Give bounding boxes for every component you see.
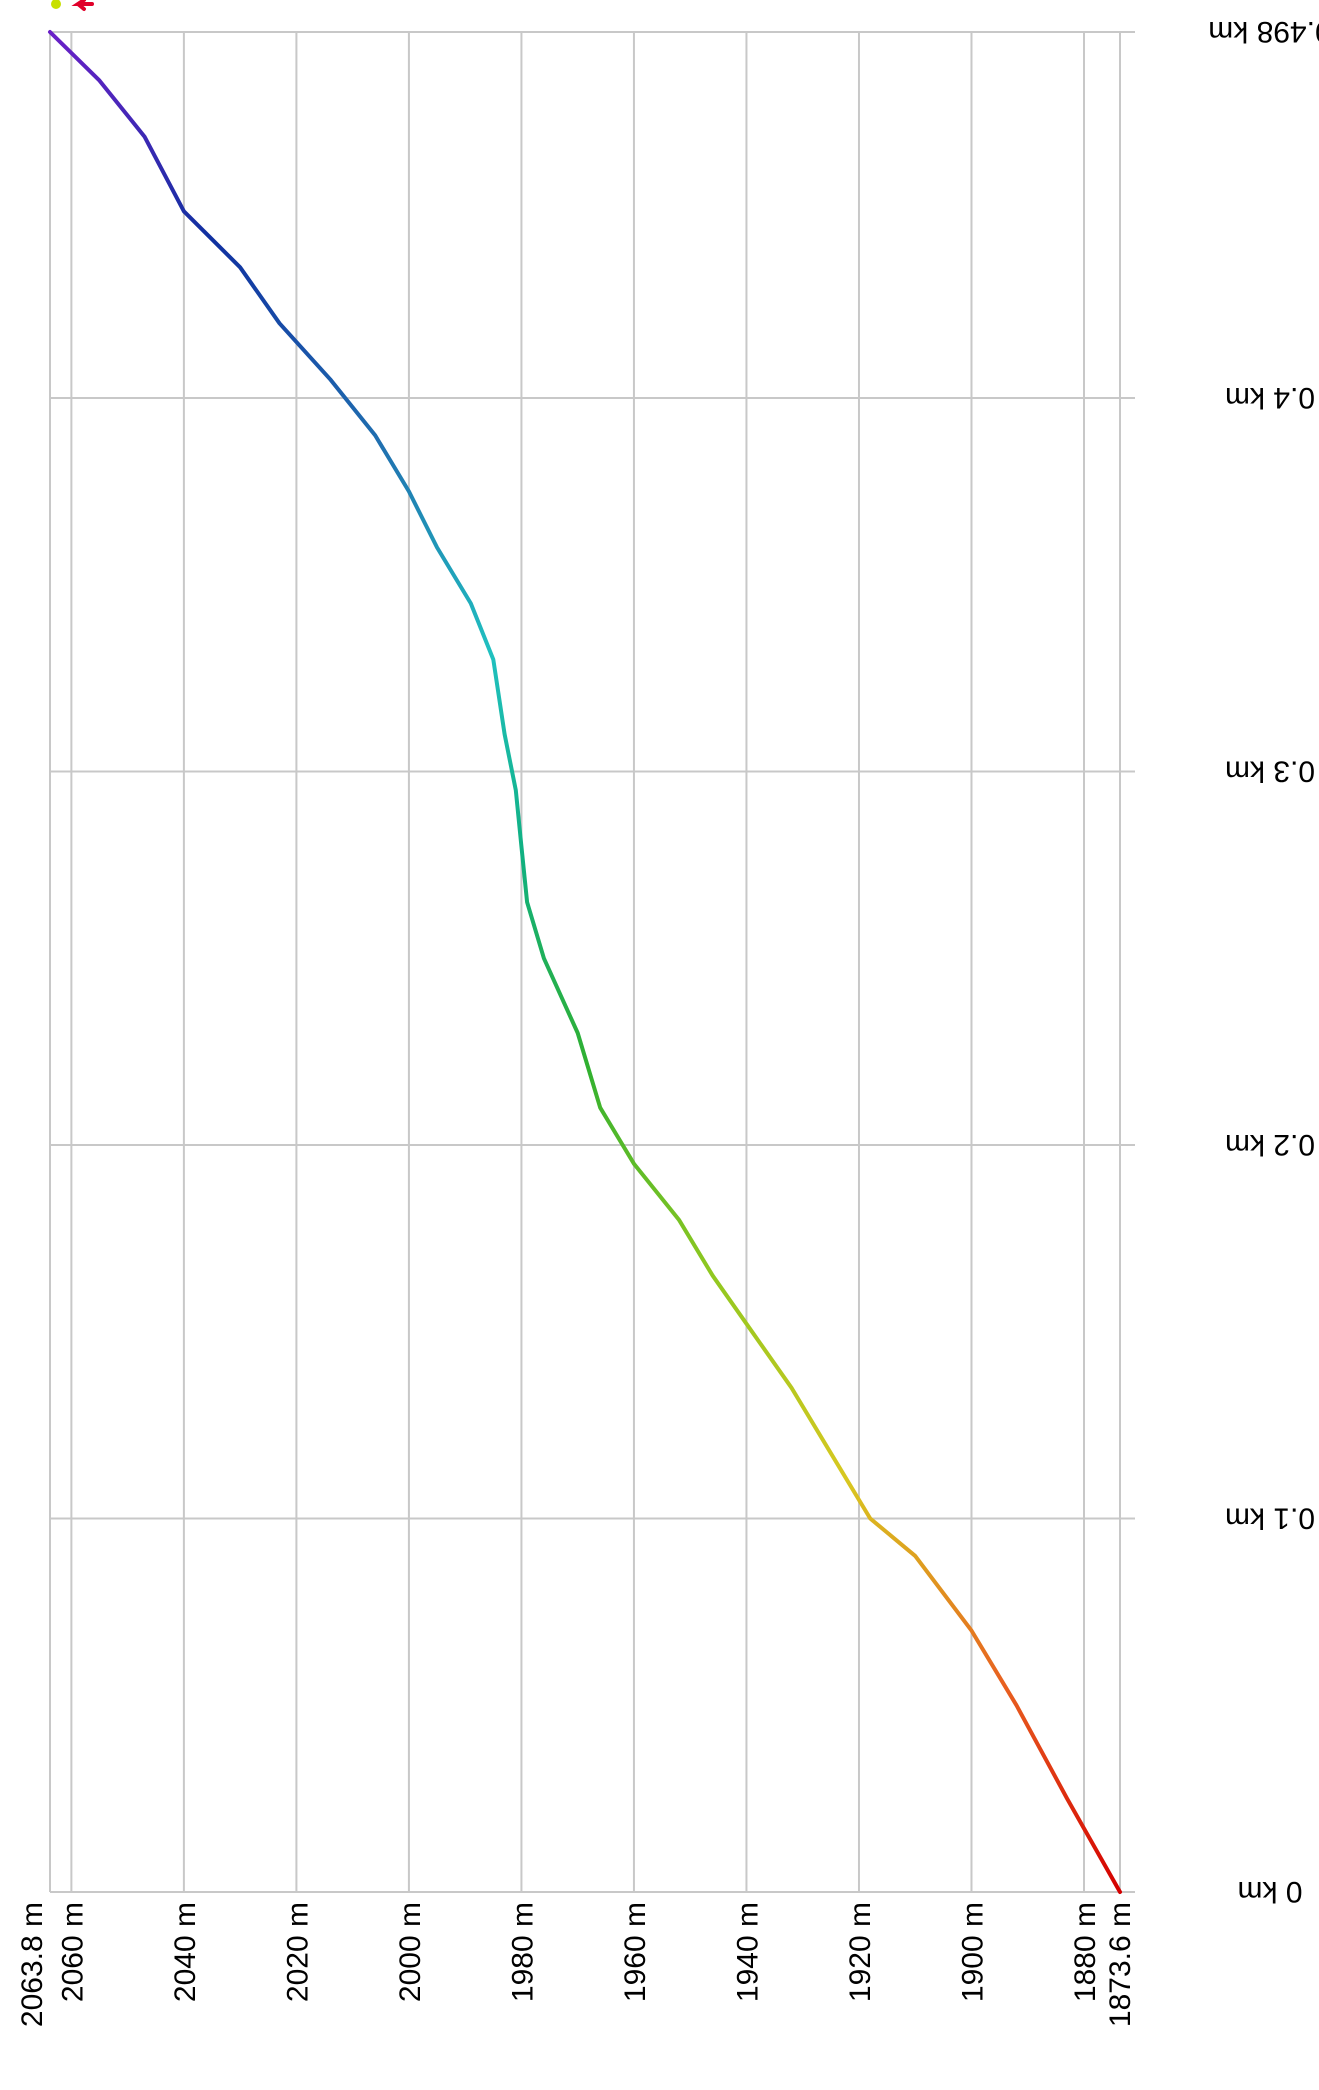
- distance-tick-label: 0.1 km: [1225, 1502, 1315, 1535]
- elevation-tick-label: 1940 m: [731, 1902, 764, 2002]
- distance-tick-label: 0 km: [1237, 1875, 1302, 1908]
- distance-tick-label: 0.3 km: [1225, 755, 1315, 788]
- elevation-tick-label: 1900 m: [956, 1902, 989, 2002]
- elevation-tick-label: 1880 m: [1069, 1902, 1102, 2002]
- elevation-tick-label: 2063.8 m: [16, 1902, 49, 2027]
- grid: [49, 31, 1135, 1893]
- elevation-profile-line: [48, 30, 1122, 1894]
- elevation-tick-label: 1980 m: [506, 1902, 539, 2002]
- elevation-tick-label: 2000 m: [394, 1902, 427, 2002]
- elevation-tick-label: 2040 m: [169, 1902, 202, 2002]
- route-marker-icon: [51, 0, 94, 11]
- elevation-tick-label: 1873.6 m: [1104, 1902, 1137, 2027]
- distance-tick-labels: 0 km 0.1 km 0.2 km 0.3 km 0.4 km 0.498 km: [1208, 15, 1319, 1908]
- elevation-tick-label: 2060 m: [56, 1902, 89, 2002]
- elevation-tick-label: 2020 m: [281, 1902, 314, 2002]
- elevation-tick-label: 1960 m: [619, 1902, 652, 2002]
- elevation-tick-label: 1920 m: [844, 1902, 877, 2002]
- distance-tick-label: 0.4 km: [1225, 381, 1315, 414]
- distance-tick-label: 0.498 km: [1208, 15, 1319, 48]
- distance-tick-label: 0.2 km: [1225, 1128, 1315, 1161]
